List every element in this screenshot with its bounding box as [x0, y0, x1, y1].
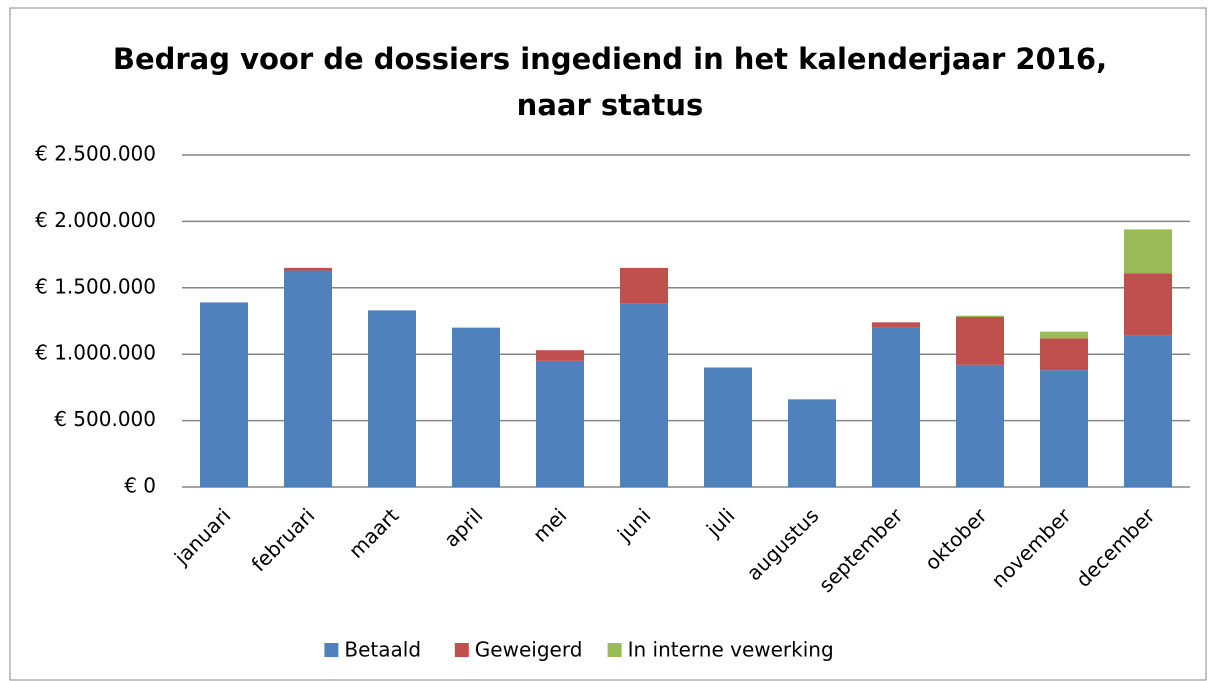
legend-swatch	[324, 643, 339, 657]
legend-swatch	[607, 643, 622, 657]
bar-segment	[1124, 335, 1172, 487]
bar-segment	[956, 315, 1004, 318]
bar-segment	[284, 270, 332, 487]
x-tick-label: maart	[344, 503, 404, 563]
bar-segment	[1040, 338, 1088, 371]
x-tick-label: oktober	[920, 503, 992, 575]
x-tick-label: mei	[528, 503, 571, 546]
bar-segment	[368, 310, 416, 487]
bar-segment	[1124, 229, 1172, 274]
bar-segment	[956, 364, 1004, 487]
y-tick-label: € 2.000.000	[35, 208, 156, 232]
bar-segment	[1124, 273, 1172, 336]
bar-segment	[284, 267, 332, 271]
bar-segment	[704, 367, 752, 487]
bar-segment	[872, 327, 920, 487]
bar-segment	[200, 302, 248, 487]
bar-segment	[536, 360, 584, 487]
x-tick-label: juli	[701, 503, 739, 541]
bar-segment	[620, 303, 668, 487]
bar-segment	[872, 322, 920, 328]
bar-segment	[536, 350, 584, 361]
legend-label: Geweigerd	[475, 638, 583, 662]
x-tick-label: december	[1071, 503, 1160, 592]
x-tick-label: februari	[247, 503, 320, 576]
legend-label: Betaald	[344, 638, 421, 662]
x-tick-label: september	[814, 503, 908, 597]
chart-border	[9, 7, 1207, 681]
bar-segment	[788, 399, 836, 487]
x-tick-label: augustus	[742, 503, 824, 585]
y-tick-label: € 2.500.000	[35, 142, 156, 166]
x-tick-label: april	[439, 503, 487, 551]
y-tick-label: € 1.000.000	[35, 341, 156, 365]
x-tick-label: november	[986, 503, 1075, 592]
bar-segment	[956, 317, 1004, 365]
bar-segment	[452, 327, 500, 487]
legend-swatch	[454, 643, 469, 657]
chart-title: Bedrag voor de dossiers ingediend in het…	[112, 42, 1108, 122]
legend-label: In interne vewerking	[628, 638, 834, 662]
x-tick-label: januari	[169, 503, 236, 570]
y-tick-label: € 500.000	[54, 407, 156, 431]
bar-segment	[620, 267, 668, 304]
x-tick-label: juni	[612, 503, 655, 546]
bar-segment	[1040, 370, 1088, 487]
y-tick-label: € 1.500.000	[35, 274, 156, 298]
bar-segment	[1040, 331, 1088, 339]
y-tick-label: € 0	[124, 474, 156, 498]
